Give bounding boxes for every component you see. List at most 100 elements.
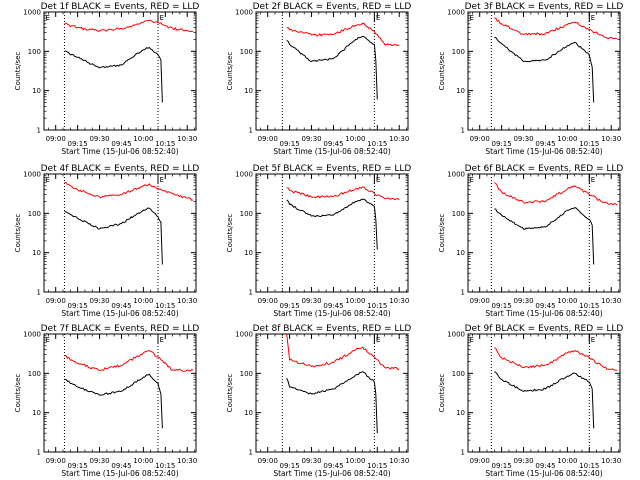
y-tick-label: 100 xyxy=(240,370,253,378)
chart-panel-3: Det 3f BLACK = Events, RED = LLD 1 10 100 10… xyxy=(438,2,623,156)
x-tick-label: 09:45 xyxy=(111,140,131,148)
x-tick-label: 09:45 xyxy=(111,302,131,310)
lld-series-line xyxy=(64,19,194,32)
x-tick-label: 09:30 xyxy=(513,135,533,143)
plot-frame xyxy=(467,173,621,293)
x-tick-label: 09:30 xyxy=(301,457,321,465)
x-tick-label: 10:00 xyxy=(557,297,577,305)
x-tick-label: 10:15 xyxy=(155,462,175,470)
x-tick-label: 10:15 xyxy=(579,462,599,470)
chart-panel-9: Det 9f BLACK = Events, RED = LLD 1 10 100 10… xyxy=(438,324,623,478)
x-tick-label: 09:30 xyxy=(301,135,321,143)
event-marker-label: E xyxy=(591,176,595,184)
lld-series-line xyxy=(286,333,400,371)
x-tick-label: 10:00 xyxy=(133,297,153,305)
x-tick-label: 09:15 xyxy=(492,462,512,470)
x-axis-label: Start Time (15-Jul-06 08:52:40) xyxy=(273,309,390,318)
x-tick-label: 09:30 xyxy=(89,457,109,465)
chart-panel-1: Det 1f BLACK = Events, RED = LLD 1 10 100 10… xyxy=(14,2,199,156)
x-tick-label: 10:30 xyxy=(177,457,197,465)
y-tick-label: 10 xyxy=(456,249,465,257)
y-tick-label: 1 xyxy=(461,289,465,297)
x-tick-label: 09:15 xyxy=(280,302,300,310)
events-series-line xyxy=(494,36,595,103)
lld-series-line xyxy=(64,349,194,372)
y-tick-label: 10 xyxy=(456,409,465,417)
events-series-line xyxy=(286,198,378,250)
x-tick-label: 09:15 xyxy=(280,462,300,470)
plot-frame xyxy=(467,11,621,131)
x-tick-label: 09:45 xyxy=(535,462,555,470)
y-tick-label: 10 xyxy=(244,87,253,95)
x-axis-label: Start Time (15-Jul-06 08:52:40) xyxy=(485,469,602,478)
chart-panel-8: Det 8f BLACK = Events, RED = LLD 1 10 100 10… xyxy=(226,324,411,478)
plot-frame xyxy=(43,173,197,293)
event-marker-label: E xyxy=(376,336,380,344)
x-tick-label: 10:15 xyxy=(367,302,387,310)
y-tick-label: 1000 xyxy=(447,171,465,179)
y-tick-label: 1000 xyxy=(23,331,41,339)
y-axis-label: Counts/sec xyxy=(14,214,22,253)
x-tick-label: 09:00 xyxy=(258,135,278,143)
event-marker-label: E xyxy=(470,176,474,184)
event-marker-label: E xyxy=(470,336,474,344)
event-marker-label: E xyxy=(376,176,380,184)
y-tick-label: 100 xyxy=(452,48,465,56)
plot-frame xyxy=(255,11,409,131)
x-tick-label: 09:00 xyxy=(470,135,490,143)
plot-frame xyxy=(43,11,197,131)
lld-series-line xyxy=(286,22,400,47)
y-tick-label: 1000 xyxy=(235,9,253,17)
x-tick-label: 09:00 xyxy=(46,135,66,143)
events-series-line xyxy=(494,371,595,429)
event-marker-label: E xyxy=(46,14,50,22)
event-marker-label: E xyxy=(470,14,474,22)
events-series-line xyxy=(64,46,163,103)
x-tick-label: 09:30 xyxy=(301,297,321,305)
chart-title: Det 2f BLACK = Events, RED = LLD xyxy=(253,2,412,12)
x-tick-label: 10:30 xyxy=(177,135,197,143)
y-tick-label: 1000 xyxy=(235,331,253,339)
lld-series-line xyxy=(494,17,618,40)
y-axis-label: Counts/sec xyxy=(226,52,234,91)
y-tick-label: 100 xyxy=(240,210,253,218)
plot-frame xyxy=(255,173,409,293)
x-tick-label: 09:00 xyxy=(46,457,66,465)
y-tick-label: 1 xyxy=(37,289,41,297)
chart-title: Det 1f BLACK = Events, RED = LLD xyxy=(41,2,200,12)
x-tick-label: 09:15 xyxy=(280,140,300,148)
y-axis-label: Counts/sec xyxy=(14,52,22,91)
x-tick-label: 09:00 xyxy=(258,297,278,305)
y-tick-label: 100 xyxy=(28,370,41,378)
y-tick-label: 100 xyxy=(240,48,253,56)
x-axis-label: Start Time (15-Jul-06 08:52:40) xyxy=(61,147,178,156)
events-series-line xyxy=(64,373,163,429)
y-tick-label: 1000 xyxy=(447,9,465,17)
y-tick-label: 10 xyxy=(244,249,253,257)
chart-title: Det 6f BLACK = Events, RED = LLD xyxy=(465,164,624,174)
x-axis-label: Start Time (15-Jul-06 08:52:40) xyxy=(61,469,178,478)
x-tick-label: 09:45 xyxy=(111,462,131,470)
x-axis-label: Start Time (15-Jul-06 08:52:40) xyxy=(485,147,602,156)
y-axis-label: Counts/sec xyxy=(438,52,446,91)
x-tick-label: 10:30 xyxy=(389,297,409,305)
x-tick-label: 10:00 xyxy=(345,297,365,305)
y-tick-label: 100 xyxy=(28,48,41,56)
x-tick-label: 09:30 xyxy=(89,297,109,305)
x-tick-label: 10:15 xyxy=(367,462,387,470)
x-tick-label: 10:30 xyxy=(601,135,621,143)
x-axis-label: Start Time (15-Jul-06 08:52:40) xyxy=(273,469,390,478)
chart-title: Det 5f BLACK = Events, RED = LLD xyxy=(253,164,412,174)
y-tick-label: 10 xyxy=(32,87,41,95)
x-tick-label: 10:30 xyxy=(389,457,409,465)
y-tick-label: 100 xyxy=(452,370,465,378)
chart-title: Det 9f BLACK = Events, RED = LLD xyxy=(465,324,624,334)
chart-panel-4: Det 4f BLACK = Events, RED = LLD 1 10 100 10… xyxy=(14,164,199,318)
x-tick-label: 10:00 xyxy=(345,135,365,143)
x-tick-label: 10:00 xyxy=(133,135,153,143)
x-tick-label: 10:30 xyxy=(601,457,621,465)
chart-panel-2: Det 2f BLACK = Events, RED = LLD 1 10 100 10… xyxy=(226,2,411,156)
x-tick-label: 09:15 xyxy=(68,462,88,470)
event-marker-label: E xyxy=(46,336,50,344)
